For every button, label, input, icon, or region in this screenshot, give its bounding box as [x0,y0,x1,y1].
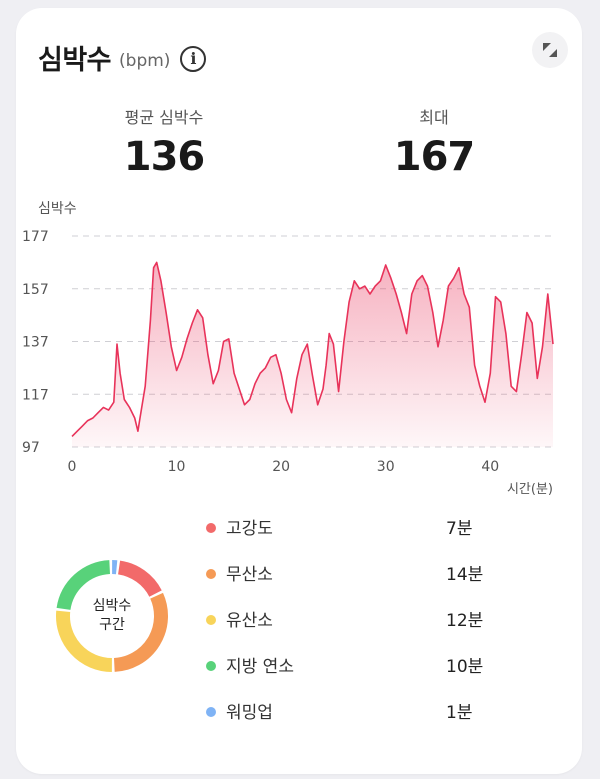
y-tick-label: 177 [22,229,49,245]
avg-stat: 평균 심박수 136 [64,104,264,180]
zone-label: 고강도 [226,519,273,539]
x-tick-label: 40 [481,459,499,475]
avg-label: 평균 심박수 [124,108,204,127]
x-axis-title: 시간(분) [507,482,553,497]
heart-rate-line [71,261,554,437]
donut-segment [56,560,111,611]
zone-label: 지방 연소 [226,657,294,677]
max-value: 167 [393,134,476,180]
heart-rate-area [72,262,553,447]
zone-legend-item: 유산소 12분 [206,606,506,652]
zone-color-dot [206,707,216,717]
x-tick-label: 0 [68,459,77,475]
heart-rate-chart: 97 117 137 157 177 0 10 20 30 40 시간(분) [22,229,554,497]
donut-center-label: 심박수 구간 [52,556,172,676]
info-icon[interactable]: i [180,45,207,72]
y-tick-label: 117 [22,387,49,403]
donut-segment [117,560,162,598]
donut-center-line1: 심박수 [92,598,132,614]
y-tick-label: 137 [22,335,49,351]
zone-legend-item: 무산소 14분 [206,560,506,606]
avg-value: 136 [123,134,206,180]
unit-label: (bpm) [119,50,171,71]
zone-label: 유산소 [226,611,273,631]
card-title: 심박수 [38,45,112,76]
zone-label: 무산소 [226,565,273,585]
zone-duration: 10분 [446,657,484,677]
y-tick-label: 157 [22,282,49,298]
zone-label: 워밍업 [226,703,273,723]
y-tick-label: 97 [22,440,40,456]
zone-donut-chart [56,560,168,672]
zone-legend-item: 지방 연소 10분 [206,652,506,698]
donut-segment [56,610,113,672]
zone-duration: 7분 [446,519,473,539]
x-tick-label: 10 [168,459,186,475]
donut-segment [113,592,168,672]
zone-color-dot [206,569,216,579]
heart-rate-card: 심박수 (bpm) i 평균 심박수 136 최대 167 심박수 97 117 1… [16,8,582,774]
x-tick-label: 20 [272,459,290,475]
max-stat: 최대 167 [334,104,534,180]
donut-center-line2: 구간 [99,617,125,633]
zone-duration: 14분 [446,565,484,585]
max-label: 최대 [419,108,449,127]
x-tick-label: 30 [377,459,395,475]
zone-legend-item: 워밍업 1분 [206,698,506,744]
zone-duration: 1분 [446,703,473,723]
zone-color-dot [206,661,216,671]
expand-icon [543,43,557,57]
expand-button[interactable] [532,32,568,68]
card-header: 심박수 (bpm) i [38,38,207,77]
zone-color-dot [206,615,216,625]
zone-legend-item: 고강도 7분 [206,514,506,560]
zone-duration: 12분 [446,611,484,631]
zone-color-dot [206,523,216,533]
y-axis-title: 심박수 [38,201,77,217]
